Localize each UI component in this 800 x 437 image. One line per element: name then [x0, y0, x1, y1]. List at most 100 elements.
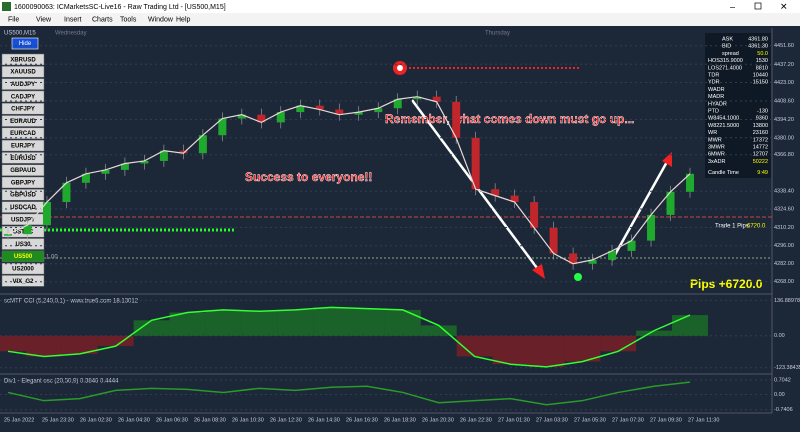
symbol-label[interactable]: US2000: [12, 266, 34, 272]
candle: [452, 101, 461, 138]
symbol-button[interactable]: [1, 53, 45, 66]
symbol-label[interactable]: US500: [14, 254, 33, 260]
day-label: Thursday: [485, 31, 510, 37]
menu-item[interactable]: Charts: [92, 16, 113, 23]
x-tick-label: 26 Jan 06:30: [156, 417, 188, 423]
symbol-label[interactable]: USDJPY: [11, 217, 35, 223]
symbol-label[interactable]: US30: [15, 242, 31, 248]
symbol-button[interactable]: [1, 66, 45, 78]
symbol-button[interactable]: [1, 115, 45, 127]
symbol-button[interactable]: [1, 90, 45, 103]
y-tick-label: 4338.40: [774, 189, 794, 195]
symbol-label[interactable]: XAUUSD: [10, 70, 36, 76]
symbol-label[interactable]: XBRUSD: [10, 57, 36, 63]
info-label: 3MWR: [708, 144, 725, 150]
candle: [686, 173, 694, 192]
x-tick-label: 27 Jan 09:30: [650, 417, 682, 423]
symbol-label[interactable]: EURCAD: [10, 131, 36, 137]
info-label: ASK: [722, 36, 733, 42]
info-label: TDR: [708, 72, 719, 78]
candle: [491, 189, 500, 196]
symbol-button[interactable]: [1, 139, 45, 152]
candle: [42, 202, 51, 226]
hide-button[interactable]: [11, 37, 39, 50]
symbol-button[interactable]: [1, 250, 45, 263]
symbol-button[interactable]: [1, 189, 45, 201]
arrow-head: [662, 152, 672, 167]
menu-item[interactable]: View: [36, 16, 52, 23]
candle: [549, 227, 558, 254]
info-label: WADR: [708, 87, 725, 93]
candle: [588, 259, 597, 264]
symbol-button[interactable]: [1, 225, 45, 238]
symbol-label[interactable]: GBPUSD: [10, 193, 36, 199]
symbol-label[interactable]: GBPJPY: [11, 180, 35, 186]
menu-item[interactable]: Window: [148, 16, 174, 23]
y-tick-label: 136.88978: [774, 298, 800, 304]
candle: [471, 137, 480, 190]
symbol-label[interactable]: EURAUD: [10, 119, 36, 125]
symbol-label[interactable]: EURJPY: [11, 143, 35, 149]
y-tick-label: -0.7406: [774, 407, 793, 413]
candle: [393, 99, 402, 109]
symbol-label[interactable]: EURUSD: [10, 156, 36, 162]
candle: [432, 96, 441, 102]
info-label: WR: [708, 130, 717, 136]
histogram-bar: [600, 335, 637, 352]
hide-label[interactable]: Hide: [19, 41, 32, 47]
histogram-bar: [277, 309, 314, 336]
symbol-label[interactable]: AUDJPY: [11, 82, 35, 88]
symbol-button[interactable]: [1, 102, 45, 115]
symbol-button[interactable]: [1, 152, 45, 164]
y-tick-label: 4437.20: [774, 62, 794, 68]
symbol-label[interactable]: CADJPY: [11, 94, 35, 100]
candle: [608, 250, 617, 260]
symbol-label[interactable]: VIX_G2: [12, 279, 34, 285]
info-label: spread: [722, 51, 739, 57]
y-tick-label: 4408.60: [774, 99, 794, 105]
candle: [81, 173, 90, 183]
info-value: 50222: [753, 159, 768, 165]
menu-item[interactable]: Tools: [120, 16, 137, 23]
candle: [647, 214, 656, 241]
menu-item[interactable]: File: [8, 16, 19, 23]
symbol-button[interactable]: [1, 127, 45, 140]
info-value: 13800: [753, 123, 768, 129]
time-axis: [0, 413, 800, 432]
x-tick-label: 26 Jan 14:30: [308, 417, 340, 423]
y-tick-label: 4423.00: [774, 80, 794, 86]
info-label: 3xADR: [708, 159, 725, 165]
symbol-button[interactable]: [1, 238, 45, 250]
histogram-bar: [25, 335, 62, 357]
candle: [62, 182, 71, 203]
symbol-label[interactable]: USDCAD: [10, 205, 36, 211]
symbol-label[interactable]: CHFJPY: [11, 107, 35, 113]
minimize[interactable]: –: [730, 1, 735, 11]
x-tick-label: 26 Jan 02:30: [80, 417, 112, 423]
annotation: Success to everyone!!: [245, 170, 372, 184]
x-tick-label: 26 Jan 10:30: [232, 417, 264, 423]
symbol-label[interactable]: GBPAUD: [10, 168, 36, 174]
menu-item[interactable]: Insert: [64, 16, 82, 23]
symbol-button[interactable]: [1, 164, 45, 176]
maximize[interactable]: [754, 2, 762, 10]
symbol-button[interactable]: [1, 176, 45, 189]
candle: [510, 195, 519, 203]
candle: [120, 163, 129, 170]
info-label: HOS315.9000: [708, 58, 743, 64]
symbol-label[interactable]: USTEC: [13, 230, 34, 236]
close[interactable]: ✕: [780, 1, 788, 11]
symbol-button[interactable]: [1, 262, 45, 275]
info-label: PTD: [708, 108, 719, 114]
candle: [569, 253, 578, 264]
x-tick-label: 27 Jan 03:30: [536, 417, 568, 423]
symbol-button[interactable]: [1, 78, 45, 90]
info-label: Candle Time: [708, 170, 739, 176]
menu-item[interactable]: Help: [176, 16, 191, 23]
panel-title: scMTF CCI (5,240,0,1) - www.true6.com 18…: [4, 299, 139, 305]
info-value: -130: [757, 108, 768, 114]
symbol-button[interactable]: [1, 275, 45, 287]
marker: [397, 65, 403, 71]
x-tick-label: 26 Jan 16:30: [346, 417, 378, 423]
